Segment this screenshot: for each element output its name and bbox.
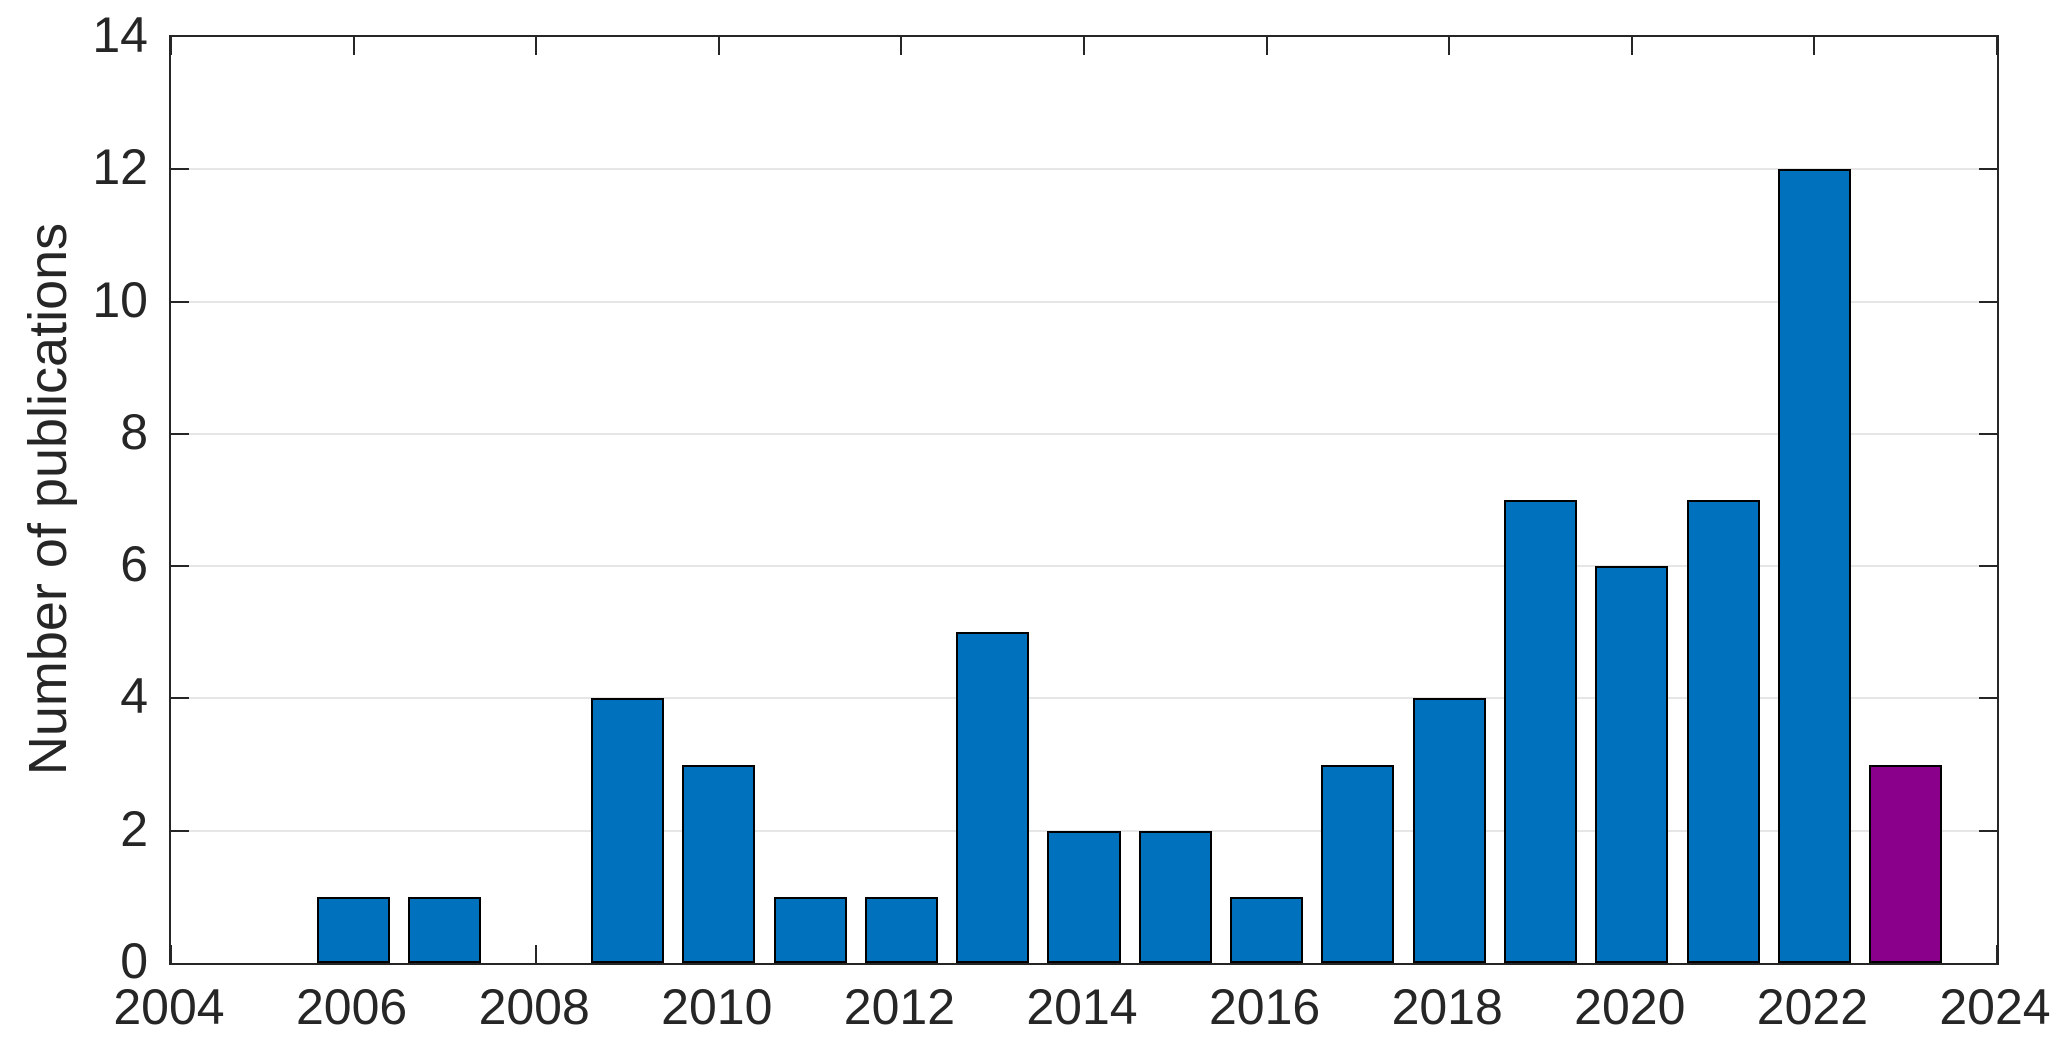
y-tick-right-2 <box>1979 829 1997 832</box>
x-tick-label-2022: 2022 <box>1756 979 1868 1035</box>
bar-2014 <box>1047 830 1121 963</box>
bar-2006 <box>317 896 391 963</box>
y-tick-label-8: 8 <box>120 403 148 460</box>
x-tick-label-2018: 2018 <box>1391 979 1503 1035</box>
x-tick-top-2022 <box>1813 37 1816 55</box>
y-tick-left-6 <box>171 565 189 568</box>
gridline-y-4 <box>171 697 1997 700</box>
bar-2013 <box>956 632 1030 963</box>
bar-2009 <box>590 698 664 963</box>
x-tick-top-2014 <box>1083 37 1085 55</box>
y-tick-right-10 <box>1979 300 1997 303</box>
x-tick-top-2008 <box>535 37 538 55</box>
y-tick-left-12 <box>171 168 189 171</box>
y-tick-left-2 <box>171 829 189 832</box>
y-tick-left-4 <box>171 697 189 700</box>
x-tick-top-2024 <box>1996 37 1998 55</box>
y-tick-right-4 <box>1979 697 1997 700</box>
y-tick-label-6: 6 <box>120 536 148 593</box>
x-tick-label-2008: 2008 <box>478 979 590 1035</box>
gridline-y-10 <box>171 300 1997 303</box>
y-tick-label-2: 2 <box>120 800 148 857</box>
x-tick-top-2010 <box>717 37 720 55</box>
x-tick-top-2020 <box>1630 37 1633 55</box>
bar-2017 <box>1321 764 1395 963</box>
x-tick-label-2020: 2020 <box>1574 979 1686 1035</box>
x-tick-label-2024: 2024 <box>1939 979 2051 1035</box>
bar-2012 <box>864 896 938 963</box>
x-tick-top-2018 <box>1448 37 1451 55</box>
gridline-y-6 <box>171 565 1997 568</box>
bar-2021 <box>1686 500 1760 963</box>
x-tick-bottom-2024 <box>1996 945 1998 963</box>
x-tick-label-2014: 2014 <box>1026 979 1138 1035</box>
plot-area <box>169 35 1999 965</box>
x-tick-label-2012: 2012 <box>843 979 955 1035</box>
x-tick-bottom-2004 <box>170 945 172 963</box>
y-tick-left-8 <box>171 432 189 435</box>
x-tick-label-2006: 2006 <box>295 979 408 1035</box>
y-tick-label-14: 14 <box>92 7 148 63</box>
x-tick-label-2004: 2004 <box>113 979 225 1035</box>
y-tick-label-12: 12 <box>92 139 148 196</box>
x-tick-top-2016 <box>1265 37 1268 55</box>
bar-2019 <box>1503 500 1577 963</box>
bar-2023 <box>1869 764 1943 963</box>
y-tick-right-8 <box>1979 432 1997 435</box>
bar-2011 <box>773 896 847 963</box>
bar-2015 <box>1138 830 1212 963</box>
bar-2007 <box>408 896 482 963</box>
x-tick-label-2010: 2010 <box>661 979 773 1035</box>
x-tick-label-2016: 2016 <box>1208 979 1321 1035</box>
x-tick-top-2006 <box>352 37 355 55</box>
y-tick-right-12 <box>1979 168 1997 171</box>
y-tick-left-10 <box>171 300 189 303</box>
y-tick-right-6 <box>1979 565 1997 568</box>
bar-2010 <box>682 764 756 963</box>
bar-2022 <box>1777 169 1851 963</box>
y-tick-label-4: 4 <box>120 668 148 725</box>
x-tick-top-2012 <box>900 37 903 55</box>
x-tick-top-2004 <box>170 37 172 55</box>
x-tick-bottom-2008 <box>535 945 538 963</box>
bar-2016 <box>1230 896 1304 963</box>
gridline-y-12 <box>171 168 1997 171</box>
bar-2020 <box>1595 566 1669 963</box>
y-tick-label-10: 10 <box>92 271 148 328</box>
gridline-y-8 <box>171 432 1997 435</box>
y-tick-label-0: 0 <box>120 933 148 989</box>
bar-2018 <box>1412 698 1486 963</box>
